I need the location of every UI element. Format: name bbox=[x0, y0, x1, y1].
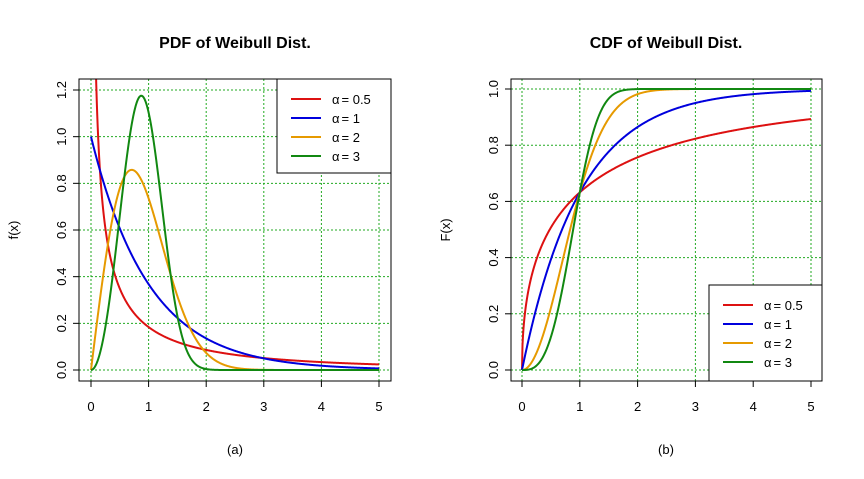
cdf-legend-value-1: = 1 bbox=[774, 317, 792, 332]
cdf-legend-label-3: α = 3 bbox=[764, 355, 792, 370]
pdf-series-line-3 bbox=[90, 94, 379, 371]
cdf-plot-area bbox=[521, 88, 812, 371]
cdf-legend-label-0: α = 0.5 bbox=[764, 298, 803, 313]
pdf-legend-label-2: α = 2 bbox=[332, 130, 360, 145]
cdf-legend-alpha-1: α bbox=[764, 317, 772, 332]
pdf-x-tick-label-5: 5 bbox=[375, 399, 382, 414]
cdf-legend-alpha-3: α bbox=[764, 355, 772, 370]
cdf-axes: 0 1 2 3 4 5 0.0 0.2 0.4 0.6 0.8 1.0 bbox=[486, 78, 823, 414]
cdf-legend-value-3: = 3 bbox=[774, 355, 792, 370]
cdf-y-tick-label-5: 1.0 bbox=[486, 80, 501, 98]
cdf-x-tick-label-0: 0 bbox=[518, 399, 525, 414]
pdf-legend-value-3: = 3 bbox=[342, 149, 360, 164]
cdf-legend-value-2: = 2 bbox=[774, 336, 792, 351]
pdf-legend-value-2: = 2 bbox=[342, 130, 360, 145]
pdf-legend-alpha-2: α bbox=[332, 130, 340, 145]
cdf-y-axis-label: F(x) bbox=[438, 218, 453, 241]
cdf-chart: CDF of Weibull Dist. F(x) (b) 0 1 2 3 4 50.00… bbox=[438, 35, 823, 457]
cdf-series-line-0 bbox=[521, 118, 812, 371]
cdf-series-line-3 bbox=[522, 88, 811, 371]
pdf-x-tick-label-4: 4 bbox=[318, 399, 325, 414]
cdf-legend-label-2: α = 2 bbox=[764, 336, 792, 351]
cdf-plot-frame bbox=[510, 78, 823, 382]
pdf-legend: α = 0.5α = 1α = 2α = 3 bbox=[276, 78, 392, 174]
pdf-y-tick-label-1: 0.2 bbox=[54, 314, 69, 332]
cdf-y-tick-label-2: 0.4 bbox=[486, 249, 501, 267]
cdf-y-tick-label-0: 0.0 bbox=[486, 361, 501, 379]
pdf-y-tick-label-2: 0.4 bbox=[54, 268, 69, 286]
pdf-x-tick-label-3: 3 bbox=[260, 399, 267, 414]
cdf-legend-alpha-2: α bbox=[764, 336, 772, 351]
cdf-y-tick-label-3: 0.6 bbox=[486, 192, 501, 210]
pdf-y-tick-label-6: 1.2 bbox=[54, 81, 69, 99]
pdf-legend-label-3: α = 3 bbox=[332, 149, 360, 164]
pdf-legend-value-0: = 0.5 bbox=[342, 92, 371, 107]
pdf-x-tick-label-0: 0 bbox=[87, 399, 94, 414]
pdf-x-tick-label-1: 1 bbox=[145, 399, 152, 414]
cdf-legend: α = 0.5α = 1α = 2α = 3 bbox=[708, 284, 823, 382]
pdf-legend-box bbox=[276, 78, 392, 174]
cdf-x-tick-label-4: 4 bbox=[750, 399, 757, 414]
cdf-x-tick-label-5: 5 bbox=[807, 399, 814, 414]
pdf-y-axis-label: f(x) bbox=[6, 221, 21, 240]
pdf-axes: 0 1 2 3 4 5 0.0 0.2 0.4 0.6 0.8 1.0 1.2 bbox=[54, 78, 392, 414]
pdf-series-line-0 bbox=[95, 79, 380, 366]
cdf-x-tick-label-3: 3 bbox=[692, 399, 699, 414]
pdf-y-tick-label-0: 0.0 bbox=[54, 361, 69, 379]
cdf-legend-label-1: α = 1 bbox=[764, 317, 792, 332]
pdf-y-tick-label-4: 0.8 bbox=[54, 174, 69, 192]
cdf-y-tick-label-4: 0.8 bbox=[486, 136, 501, 154]
pdf-legend-alpha-1: α bbox=[332, 111, 340, 126]
pdf-x-tick-label-2: 2 bbox=[203, 399, 210, 414]
pdf-chart: PDF of Weibull Dist. f(x) (a) 0 1 2 3 4 50.00… bbox=[6, 35, 392, 457]
pdf-plot-area bbox=[90, 79, 380, 371]
pdf-legend-value-1: = 1 bbox=[342, 111, 360, 126]
pdf-legend-alpha-3: α bbox=[332, 149, 340, 164]
pdf-legend-label-0: α = 0.5 bbox=[332, 92, 371, 107]
cdf-panel-label: (b) bbox=[658, 442, 674, 457]
pdf-y-tick-label-3: 0.6 bbox=[54, 221, 69, 239]
cdf-chart-title: CDF of Weibull Dist. bbox=[590, 35, 743, 52]
cdf-y-tick-label-1: 0.2 bbox=[486, 305, 501, 323]
cdf-legend-alpha-0: α bbox=[764, 298, 772, 313]
pdf-y-tick-label-5: 1.0 bbox=[54, 128, 69, 146]
pdf-legend-alpha-0: α bbox=[332, 92, 340, 107]
pdf-series-line-1 bbox=[90, 136, 380, 370]
cdf-series-line-1 bbox=[521, 89, 812, 371]
pdf-chart-title: PDF of Weibull Dist. bbox=[159, 35, 311, 52]
cdf-legend-box bbox=[708, 284, 823, 382]
pdf-panel-label: (a) bbox=[227, 442, 243, 457]
pdf-series-line-2 bbox=[90, 168, 379, 371]
pdf-legend-label-1: α = 1 bbox=[332, 111, 360, 126]
pdf-grid bbox=[79, 79, 391, 381]
cdf-legend-value-0: = 0.5 bbox=[774, 298, 803, 313]
cdf-x-tick-label-2: 2 bbox=[634, 399, 641, 414]
cdf-x-tick-label-1: 1 bbox=[576, 399, 583, 414]
